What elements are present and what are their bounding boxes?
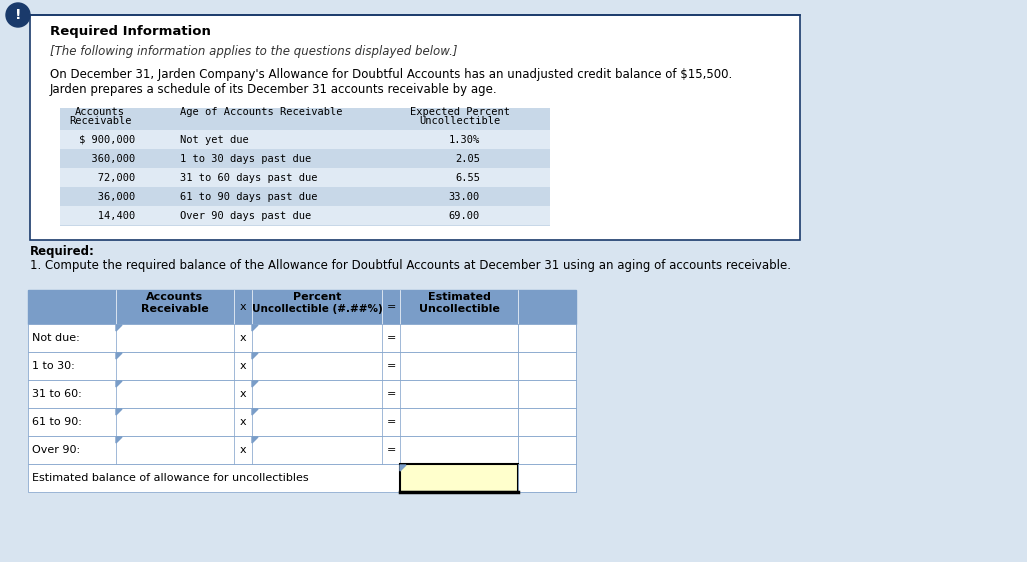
Bar [252, 324, 382, 352]
Text: x: x [239, 361, 246, 371]
Bar [518, 380, 576, 408]
Polygon shape [116, 353, 122, 359]
Bar [400, 408, 518, 436]
Bar [116, 352, 234, 380]
Text: x: x [239, 445, 246, 455]
Text: 31 to 60 days past due: 31 to 60 days past due [180, 173, 317, 183]
Bar [400, 380, 518, 408]
Polygon shape [252, 325, 258, 331]
Polygon shape [252, 353, 258, 359]
Polygon shape [116, 409, 122, 415]
Polygon shape [252, 437, 258, 443]
Bar [252, 436, 382, 464]
Text: =: = [386, 417, 395, 427]
Text: 72,000: 72,000 [79, 173, 135, 183]
Bar [116, 408, 234, 436]
Text: Jarden prepares a schedule of its December 31 accounts receivable by age.: Jarden prepares a schedule of its Decemb… [50, 83, 498, 96]
Bar [28, 464, 576, 492]
Text: 69.00: 69.00 [449, 211, 480, 221]
Polygon shape [116, 381, 122, 387]
Text: x: x [239, 389, 246, 399]
Bar [28, 380, 576, 408]
Text: 1 to 30:: 1 to 30: [32, 361, 75, 371]
Text: Receivable: Receivable [69, 116, 131, 126]
Bar [252, 352, 382, 380]
Bar [518, 352, 576, 380]
Text: [The following information applies to the questions displayed below.]: [The following information applies to th… [50, 45, 457, 58]
Bar [60, 130, 550, 149]
Bar [60, 108, 550, 226]
Text: !: ! [14, 8, 22, 22]
Bar [30, 15, 800, 240]
Text: 61 to 90 days past due: 61 to 90 days past due [180, 192, 317, 202]
Text: 1.30%: 1.30% [449, 135, 480, 145]
Text: 1. Compute the required balance of the Allowance for Doubtful Accounts at Decemb: 1. Compute the required balance of the A… [30, 259, 791, 272]
Text: Uncollectible: Uncollectible [419, 304, 499, 314]
Bar [116, 436, 234, 464]
Bar [60, 206, 550, 225]
Text: 6.55: 6.55 [455, 173, 480, 183]
Polygon shape [252, 409, 258, 415]
Text: 36,000: 36,000 [79, 192, 135, 202]
Text: Not due:: Not due: [32, 333, 80, 343]
Bar [60, 108, 550, 130]
Bar [116, 324, 234, 352]
Bar [28, 408, 576, 436]
Polygon shape [116, 325, 122, 331]
Bar [28, 436, 576, 464]
Text: Receivable: Receivable [141, 304, 208, 314]
Text: =: = [386, 445, 395, 455]
Text: =: = [386, 389, 395, 399]
Circle shape [6, 3, 30, 27]
Bar [518, 464, 576, 492]
Text: Uncollectible: Uncollectible [419, 116, 500, 126]
Text: 31 to 60:: 31 to 60: [32, 389, 82, 399]
Bar [400, 436, 518, 464]
Bar [116, 380, 234, 408]
Text: =: = [386, 333, 395, 343]
Text: x: x [239, 333, 246, 343]
Polygon shape [116, 437, 122, 443]
Text: Expected Percent: Expected Percent [410, 107, 510, 117]
Text: x: x [239, 302, 246, 312]
Text: 61 to 90:: 61 to 90: [32, 417, 82, 427]
Text: Percent: Percent [293, 292, 341, 302]
Polygon shape [252, 381, 258, 387]
Bar [28, 290, 576, 324]
Text: Age of Accounts Receivable: Age of Accounts Receivable [180, 107, 342, 117]
Polygon shape [400, 465, 406, 471]
Text: Over 90:: Over 90: [32, 445, 80, 455]
Text: x: x [239, 417, 246, 427]
Text: Over 90 days past due: Over 90 days past due [180, 211, 311, 221]
Text: =: = [386, 361, 395, 371]
Text: 2.05: 2.05 [455, 154, 480, 164]
Text: 33.00: 33.00 [449, 192, 480, 202]
Text: Accounts: Accounts [147, 292, 203, 302]
Bar [400, 324, 518, 352]
Bar [400, 464, 518, 492]
Text: 360,000: 360,000 [79, 154, 135, 164]
Bar [252, 408, 382, 436]
Text: Required Information: Required Information [50, 25, 211, 38]
Bar [28, 352, 576, 380]
Bar [400, 352, 518, 380]
Text: Estimated: Estimated [427, 292, 491, 302]
Bar [518, 324, 576, 352]
Text: Estimated balance of allowance for uncollectibles: Estimated balance of allowance for uncol… [32, 473, 309, 483]
Bar [518, 436, 576, 464]
Text: On December 31, Jarden Company's Allowance for Doubtful Accounts has an unadjust: On December 31, Jarden Company's Allowan… [50, 68, 732, 81]
Text: =: = [386, 302, 395, 312]
Bar [252, 380, 382, 408]
Text: Accounts: Accounts [75, 107, 125, 117]
Text: $ 900,000: $ 900,000 [79, 135, 135, 145]
Text: 14,400: 14,400 [79, 211, 135, 221]
Text: 1 to 30 days past due: 1 to 30 days past due [180, 154, 311, 164]
Text: Required:: Required: [30, 245, 94, 258]
Bar [28, 324, 576, 352]
Bar [60, 168, 550, 187]
Text: Uncollectible (#.##%): Uncollectible (#.##%) [252, 304, 382, 314]
Bar [518, 408, 576, 436]
Text: Not yet due: Not yet due [180, 135, 249, 145]
